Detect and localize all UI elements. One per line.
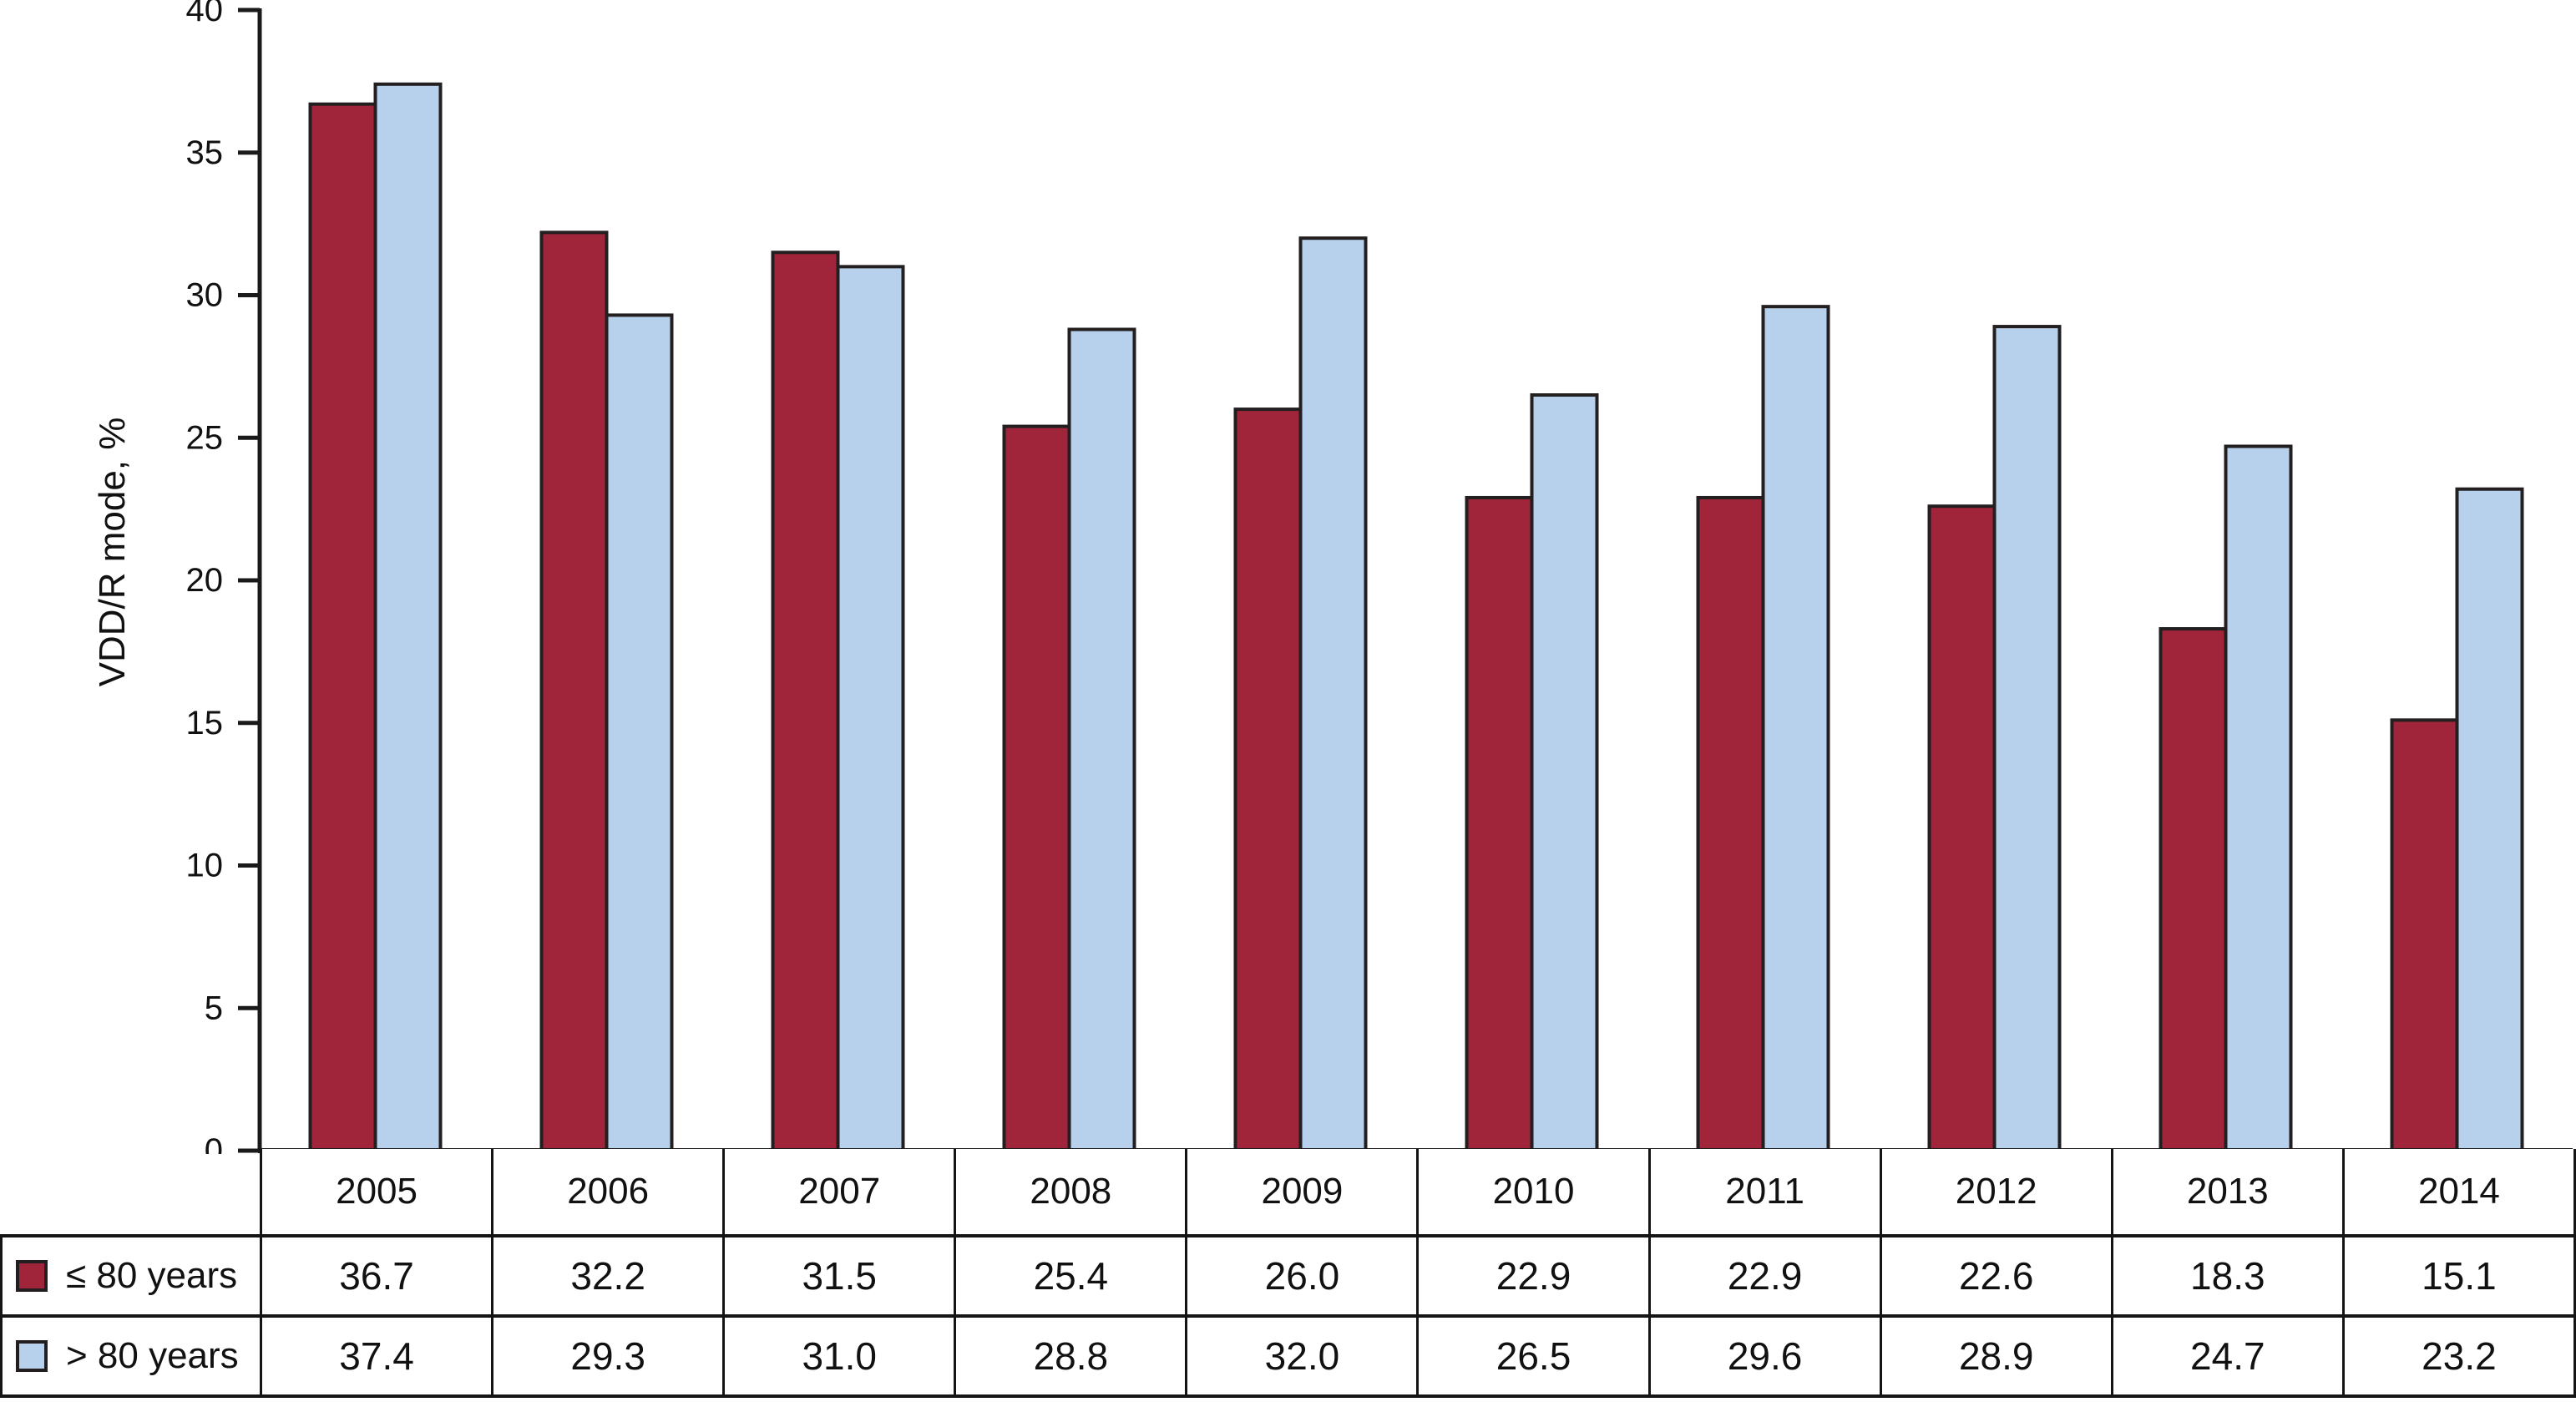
- y-axis-tick-label-15: 15: [186, 705, 224, 741]
- y-axis-tick-label-35: 35: [186, 134, 224, 171]
- y-axis-tick-label-0: 0: [205, 1132, 223, 1154]
- bar-le80-2014: [2390, 718, 2459, 1152]
- bar-le80-2013: [2158, 627, 2228, 1152]
- bar-gt80-2011: [1761, 305, 1830, 1153]
- year-header-2007: 2007: [722, 1149, 957, 1238]
- year-header-2008: 2008: [954, 1149, 1188, 1238]
- bar-le80-2008: [1002, 424, 1071, 1152]
- series-row-gt80: > 80 years 37.4 29.3 31.0 28.8 32.0 26.5 29.6 28…: [0, 1314, 2576, 1398]
- value-le80-2007: 31.5: [722, 1234, 957, 1318]
- y-axis-tick-label-20: 20: [186, 562, 224, 599]
- chart-data-table: 2005 2006 2007 2008 2009 2010 2011 2012 2013 2014…: [0, 1149, 2576, 1398]
- year-header-2012: 2012: [1879, 1149, 2113, 1238]
- bar-le80-2006: [539, 230, 609, 1152]
- bar-gt80-2009: [1298, 236, 1368, 1153]
- year-header-2005: 2005: [259, 1149, 494, 1238]
- year-header-2011: 2011: [1647, 1149, 1882, 1238]
- year-header-2014: 2014: [2341, 1149, 2576, 1238]
- legend-label-le80: ≤ 80 years: [66, 1255, 238, 1296]
- legend-label-gt80: > 80 years: [66, 1335, 239, 1376]
- value-le80-2013: 18.3: [2110, 1234, 2345, 1318]
- value-gt80-2010: 26.5: [1416, 1314, 1651, 1398]
- value-gt80-2014: 23.2: [2341, 1314, 2576, 1398]
- y-axis-tick-label-25: 25: [186, 419, 224, 456]
- value-gt80-2012: 28.9: [1879, 1314, 2113, 1398]
- bar-gt80-2006: [605, 313, 674, 1152]
- bar-gt80-2013: [2224, 444, 2293, 1152]
- value-le80-2009: 26.0: [1185, 1234, 1420, 1318]
- y-axis-tick-label-10: 10: [186, 848, 224, 884]
- year-header-2010: 2010: [1416, 1149, 1651, 1238]
- bar-gt80-2008: [1067, 327, 1136, 1153]
- legend-swatch-gt80: [16, 1340, 48, 1372]
- bar-chart-plot-area: 0 5 10 15 20 25 30 35 40: [186, 0, 2573, 1154]
- bar-gt80-2007: [836, 265, 905, 1153]
- legend-entry-le80: ≤ 80 years: [3, 1255, 260, 1297]
- year-header-2006: 2006: [491, 1149, 726, 1238]
- legend-entry-gt80: > 80 years: [3, 1335, 260, 1377]
- y-axis-tick-label-30: 30: [186, 277, 224, 314]
- bar-le80-2005: [308, 102, 377, 1153]
- series-row-le80: ≤ 80 years 36.7 32.2 31.5 25.4 26.0 22.9 22.9 22…: [0, 1234, 2576, 1318]
- value-le80-2012: 22.6: [1879, 1234, 2113, 1318]
- year-header-row: 2005 2006 2007 2008 2009 2010 2011 2012 2013 2014: [2, 1149, 2576, 1238]
- bar-gt80-2012: [1992, 325, 2062, 1152]
- bar-gt80-2014: [2455, 487, 2524, 1152]
- legend-swatch-le80: [16, 1260, 48, 1292]
- value-gt80-2008: 28.8: [954, 1314, 1188, 1398]
- value-le80-2005: 36.7: [259, 1234, 494, 1318]
- year-header-2009: 2009: [1185, 1149, 1420, 1238]
- value-gt80-2006: 29.3: [491, 1314, 726, 1398]
- bar-le80-2012: [1927, 504, 1997, 1152]
- year-header-2013: 2013: [2110, 1149, 2345, 1238]
- y-axis-tick-label-40: 40: [186, 0, 224, 28]
- value-le80-2014: 15.1: [2341, 1234, 2576, 1318]
- value-le80-2006: 32.2: [491, 1234, 726, 1318]
- bar-le80-2009: [1233, 407, 1303, 1153]
- value-gt80-2013: 24.7: [2110, 1314, 2345, 1398]
- value-le80-2010: 22.9: [1416, 1234, 1651, 1318]
- value-le80-2011: 22.9: [1647, 1234, 1882, 1318]
- bar-gt80-2005: [373, 82, 443, 1152]
- value-gt80-2007: 31.0: [722, 1314, 957, 1398]
- bar-gt80-2010: [1530, 393, 1599, 1152]
- legend-cell-gt80: > 80 years: [0, 1314, 262, 1398]
- table-corner-cell: [2, 1149, 261, 1236]
- value-gt80-2009: 32.0: [1185, 1314, 1420, 1398]
- value-gt80-2005: 37.4: [259, 1314, 494, 1398]
- bar-le80-2011: [1696, 495, 1765, 1152]
- y-axis-tick-label-5: 5: [205, 989, 223, 1026]
- value-gt80-2011: 29.6: [1647, 1314, 1882, 1398]
- value-le80-2008: 25.4: [954, 1234, 1188, 1318]
- legend-cell-le80: ≤ 80 years: [0, 1234, 262, 1318]
- bar-le80-2007: [771, 251, 840, 1152]
- bar-le80-2010: [1465, 495, 1534, 1152]
